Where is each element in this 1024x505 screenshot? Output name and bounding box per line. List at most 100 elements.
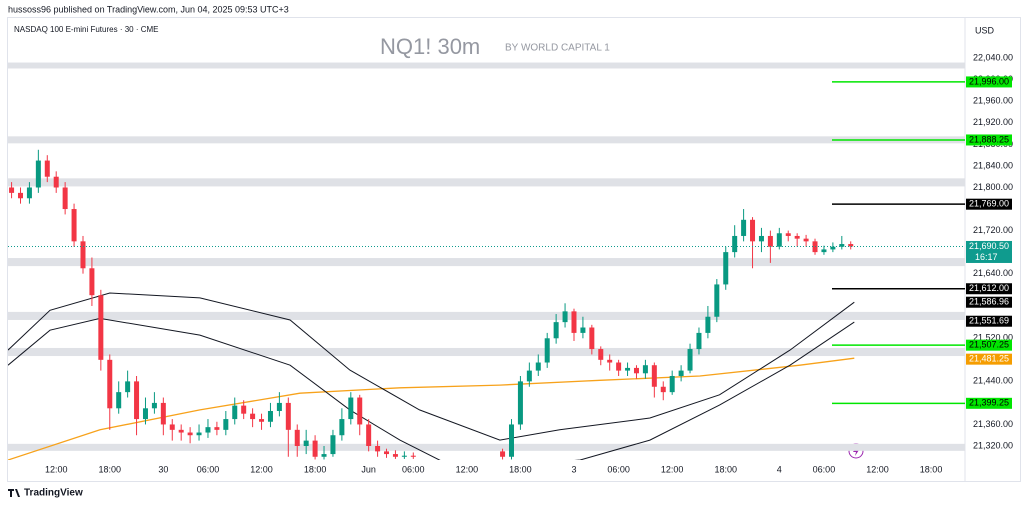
candle-body: [526, 370, 532, 382]
footer-brand: TradingView: [24, 488, 83, 499]
countdown: 16:17: [975, 252, 998, 262]
y-tick-label: 22,040.00: [973, 53, 1013, 63]
author: BY WORLD CAPITAL 1: [505, 43, 610, 54]
price-label-box: [966, 296, 1012, 308]
candle-body: [410, 455, 416, 457]
price-label-text: 21,481.25: [969, 354, 1009, 364]
x-tick-label: 18:00: [920, 464, 943, 474]
candle-body: [830, 246, 836, 250]
zone: [8, 311, 965, 320]
candle-body: [571, 311, 577, 333]
candle-body: [232, 405, 238, 420]
level-label-box: [966, 283, 1012, 295]
candle-body: [535, 362, 541, 371]
last-price-box: [966, 240, 1012, 263]
candle-body: [116, 392, 122, 409]
candle-body: [687, 349, 693, 371]
candle-body: [839, 244, 845, 247]
x-tick-label: 06:00: [197, 464, 220, 474]
level-label-box: [966, 198, 1012, 210]
candle-body: [375, 445, 381, 452]
x-tick-label: Jun: [361, 464, 376, 474]
candle-body: [732, 235, 738, 253]
candle-body: [276, 402, 282, 411]
candle-body: [187, 432, 193, 436]
x-tick-label: 12:00: [866, 464, 889, 474]
price-label-box: [966, 353, 1012, 365]
candle-body: [366, 424, 372, 446]
y-tick-label: 21,440.00: [973, 376, 1013, 386]
candle-body: [741, 219, 747, 236]
x-tick-label: 18:00: [714, 464, 737, 474]
candle-body: [53, 176, 59, 188]
x-tick-label: 18:00: [99, 464, 122, 474]
candle-body: [223, 419, 229, 430]
candle-body: [17, 192, 23, 199]
x-tick-label: 3: [571, 464, 576, 474]
x-tick-label: 30: [158, 464, 168, 474]
y-tick-label: 21,360.00: [973, 419, 1013, 429]
x-tick-label: 18:00: [509, 464, 532, 474]
candle-body: [151, 402, 157, 409]
candle-body: [134, 381, 140, 420]
candle-body: [330, 435, 336, 455]
candle-body: [723, 252, 729, 285]
candle-body: [642, 365, 648, 374]
level-label-box: [966, 397, 1012, 409]
x-tick-label: 12:00: [661, 464, 684, 474]
candle-body: [580, 327, 586, 333]
zone: [8, 443, 965, 451]
zone: [8, 178, 965, 187]
candle-body: [107, 359, 113, 409]
zone: [8, 347, 965, 357]
candle-body: [616, 362, 622, 371]
candle-body: [178, 429, 184, 433]
candle-body: [312, 440, 318, 457]
y-tick-label: 21,840.00: [973, 160, 1013, 170]
candle-body: [89, 268, 95, 296]
candle-body: [598, 349, 604, 360]
x-tick-label: 06:00: [607, 464, 630, 474]
price-label-text: 21,586.96: [969, 297, 1009, 307]
frame: [7, 17, 1021, 482]
watermark: NQ1! 30m: [380, 34, 480, 59]
candle-body: [71, 209, 77, 242]
candle-body: [205, 427, 211, 433]
candle-body: [767, 235, 773, 247]
indicator-line: [8, 292, 855, 441]
candle-body: [339, 419, 345, 436]
candle-body: [776, 233, 782, 247]
candle-body: [821, 249, 827, 253]
level-label-text: 21,507.25: [969, 340, 1009, 350]
candle-body: [696, 332, 702, 350]
level-label-text: 21,399.25: [969, 398, 1009, 408]
x-tick-label: 06:00: [402, 464, 425, 474]
candle-body: [384, 451, 390, 455]
last-price-text: 21,690.50: [969, 241, 1009, 251]
zone: [8, 136, 965, 144]
candle-body: [392, 454, 398, 457]
zone: [8, 62, 965, 69]
candle-body: [607, 359, 613, 363]
candle-body: [758, 235, 764, 242]
level-label-box: [966, 339, 1012, 351]
candle-body: [35, 160, 41, 188]
candle-body: [196, 432, 202, 436]
candle-body: [9, 187, 15, 193]
level-label-box: [966, 134, 1012, 146]
level-label-text: 21,769.00: [969, 199, 1009, 209]
candle-body: [625, 367, 631, 371]
candle-body: [500, 451, 506, 457]
candle-body: [508, 424, 514, 457]
candle-body: [669, 375, 675, 393]
candle-body: [294, 429, 300, 446]
candle-body: [98, 295, 104, 360]
candle-body: [26, 187, 32, 199]
x-tick-label: 12:00: [456, 464, 479, 474]
indicator-line: [8, 357, 855, 460]
currency: USD: [975, 25, 995, 35]
level-label-box: [966, 76, 1012, 88]
candle-body: [285, 402, 291, 430]
candle-body: [705, 316, 711, 333]
